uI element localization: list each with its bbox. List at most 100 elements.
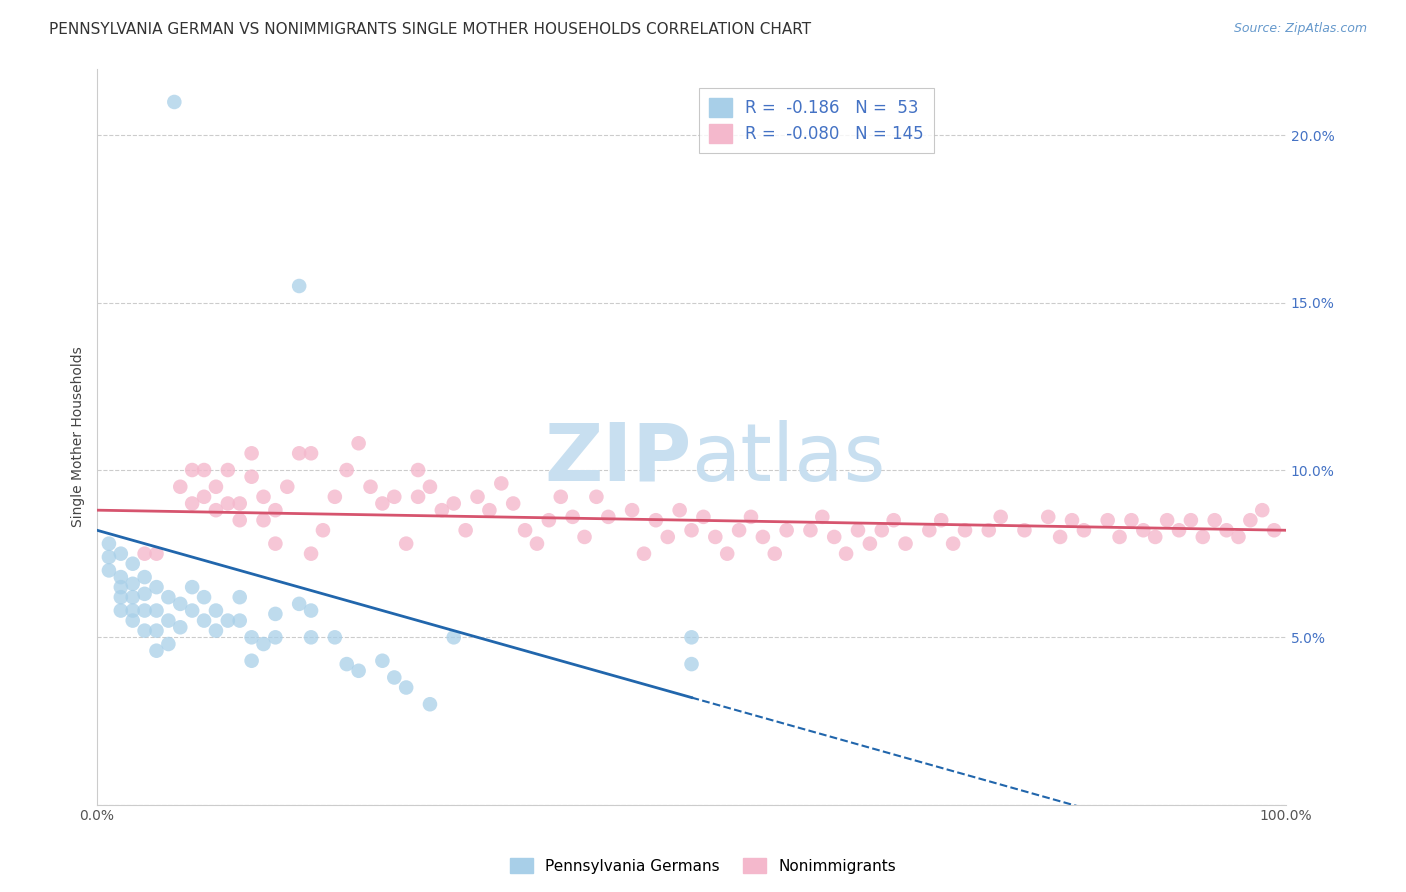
Point bbox=[752, 530, 775, 544]
Point bbox=[633, 547, 655, 561]
Point bbox=[264, 607, 287, 621]
Point bbox=[121, 590, 143, 604]
Point bbox=[621, 503, 644, 517]
Point bbox=[347, 664, 370, 678]
Point bbox=[157, 614, 180, 628]
Point bbox=[491, 476, 513, 491]
Point bbox=[537, 513, 560, 527]
Point bbox=[870, 523, 893, 537]
Point bbox=[97, 549, 120, 564]
Point bbox=[288, 446, 311, 460]
Point bbox=[181, 463, 204, 477]
Point bbox=[217, 496, 239, 510]
Point bbox=[193, 463, 215, 477]
Point bbox=[1132, 523, 1154, 537]
Point bbox=[1191, 530, 1213, 544]
Point bbox=[443, 630, 465, 644]
Point bbox=[953, 523, 976, 537]
Point bbox=[395, 681, 418, 695]
Point bbox=[657, 530, 679, 544]
Point bbox=[382, 671, 405, 685]
Point bbox=[169, 597, 191, 611]
Point bbox=[1239, 513, 1261, 527]
Point bbox=[228, 614, 250, 628]
Point bbox=[121, 603, 143, 617]
Point bbox=[406, 463, 429, 477]
Point bbox=[134, 624, 156, 638]
Point bbox=[775, 523, 797, 537]
Point bbox=[181, 496, 204, 510]
Point bbox=[716, 547, 738, 561]
Text: PENNSYLVANIA GERMAN VS NONIMMIGRANTS SINGLE MOTHER HOUSEHOLDS CORRELATION CHART: PENNSYLVANIA GERMAN VS NONIMMIGRANTS SIN… bbox=[49, 22, 811, 37]
Point bbox=[134, 603, 156, 617]
Point bbox=[990, 509, 1012, 524]
Point bbox=[336, 657, 359, 671]
Point bbox=[823, 530, 845, 544]
Point bbox=[419, 480, 441, 494]
Point bbox=[193, 614, 215, 628]
Point bbox=[799, 523, 821, 537]
Point bbox=[169, 480, 191, 494]
Point bbox=[443, 496, 465, 510]
Text: ZIP: ZIP bbox=[544, 419, 692, 498]
Point bbox=[145, 580, 167, 594]
Point bbox=[478, 503, 501, 517]
Point bbox=[395, 536, 418, 550]
Point bbox=[846, 523, 869, 537]
Point bbox=[252, 490, 274, 504]
Point bbox=[513, 523, 536, 537]
Point bbox=[1168, 523, 1191, 537]
Point bbox=[110, 570, 132, 584]
Point bbox=[1060, 513, 1083, 527]
Point bbox=[644, 513, 666, 527]
Point bbox=[205, 603, 228, 617]
Point bbox=[382, 490, 405, 504]
Point bbox=[121, 557, 143, 571]
Point bbox=[240, 630, 263, 644]
Point bbox=[692, 509, 714, 524]
Point bbox=[181, 603, 204, 617]
Point bbox=[323, 630, 346, 644]
Point bbox=[157, 590, 180, 604]
Point bbox=[883, 513, 905, 527]
Point bbox=[835, 547, 858, 561]
Point bbox=[110, 547, 132, 561]
Point bbox=[193, 490, 215, 504]
Point bbox=[163, 95, 186, 109]
Point bbox=[121, 614, 143, 628]
Point bbox=[1180, 513, 1202, 527]
Point bbox=[299, 603, 322, 617]
Point bbox=[681, 630, 703, 644]
Point bbox=[406, 490, 429, 504]
Point bbox=[1097, 513, 1119, 527]
Point bbox=[323, 490, 346, 504]
Point bbox=[550, 490, 572, 504]
Point bbox=[288, 597, 311, 611]
Point bbox=[371, 654, 394, 668]
Point bbox=[859, 536, 882, 550]
Point bbox=[228, 513, 250, 527]
Point bbox=[1038, 509, 1060, 524]
Point bbox=[740, 509, 762, 524]
Point bbox=[1156, 513, 1178, 527]
Point bbox=[181, 580, 204, 594]
Point bbox=[145, 603, 167, 617]
Point bbox=[240, 469, 263, 483]
Point bbox=[252, 637, 274, 651]
Point bbox=[763, 547, 786, 561]
Point bbox=[574, 530, 596, 544]
Point bbox=[169, 620, 191, 634]
Point bbox=[1108, 530, 1130, 544]
Text: Source: ZipAtlas.com: Source: ZipAtlas.com bbox=[1233, 22, 1367, 36]
Point bbox=[145, 624, 167, 638]
Point bbox=[264, 503, 287, 517]
Point bbox=[1215, 523, 1237, 537]
Point bbox=[336, 463, 359, 477]
Point bbox=[526, 536, 548, 550]
Point bbox=[110, 603, 132, 617]
Point bbox=[977, 523, 1000, 537]
Point bbox=[205, 503, 228, 517]
Point bbox=[299, 446, 322, 460]
Point bbox=[228, 590, 250, 604]
Point bbox=[145, 547, 167, 561]
